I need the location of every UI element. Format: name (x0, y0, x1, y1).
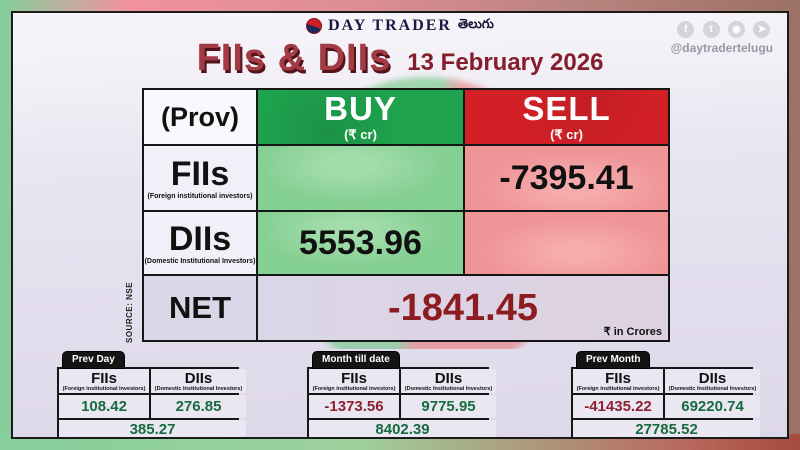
prev-month-summary: Prev Month FIIs (Foreign institutional i… (571, 349, 761, 437)
month-till-date-summary: Month till date FIIs (Foreign institutio… (307, 349, 497, 437)
unit-note: ₹ in Crores (603, 326, 662, 338)
title-row: FIIs & DIIs 13 February 2026 (13, 37, 787, 80)
prev-day-dii-value: 276.85 (151, 395, 247, 418)
fii-buy-cell (258, 146, 463, 210)
dii-row-label-cell: DIIs (Domestic Institutional Investors) (144, 212, 256, 274)
brand-logo: DAY TRADER తెలుగు (13, 16, 787, 35)
net-row-label-cell: NET (144, 276, 256, 340)
mtd-fii-header: FIIs (Foreign institutional investors) (309, 369, 400, 393)
dii-column-label: DIIs (184, 369, 213, 387)
prev-month-tab: Prev Month (576, 351, 651, 369)
month-till-date-table: FIIs (Foreign institutional investors) D… (307, 367, 497, 437)
dii-label: DIIs (168, 219, 232, 258)
dii-sell-cell (465, 212, 668, 274)
prev-month-dii-value: 69220.74 (665, 395, 761, 418)
prev-month-table: FIIs (Foreign institutional investors) D… (571, 367, 761, 437)
brand-name: DAY TRADER (328, 16, 452, 34)
prev-day-summary: Prev Day FIIs (Foreign institutional inv… (57, 349, 247, 437)
twitter-icon[interactable]: t (702, 21, 720, 38)
social-icon-row: f t ◉ ➤ (671, 19, 773, 38)
social-links: f t ◉ ➤ @daytradertelugu (671, 19, 773, 55)
fii-sell-value: -7395.41 (499, 158, 634, 197)
dii-sublabel: (Domestic Institutional Investors) (144, 257, 256, 265)
prev-day-table: FIIs (Foreign institutional investors) D… (57, 367, 247, 437)
sell-header-cell: SELL (₹ cr) (465, 90, 668, 144)
sell-unit-sub: (₹ cr) (550, 126, 583, 142)
prev-month-dii-header: DIIs (Domestic Institutional Investors) (665, 369, 761, 393)
fii-row-label-cell: FIIs (Foreign institutional investors) (144, 146, 256, 210)
mtd-dii-value: 9775.95 (401, 395, 497, 418)
buy-unit-sub: (₹ cr) (344, 126, 377, 142)
prev-day-tab: Prev Day (62, 351, 125, 369)
fii-column-label: FIIs (605, 369, 631, 387)
infographic-card: DAY TRADER తెలుగు f t ◉ ➤ @daytradertelu… (11, 11, 789, 439)
telegram-icon[interactable]: ➤ (753, 21, 771, 38)
net-value: -1841.45 (387, 286, 538, 329)
facebook-icon[interactable]: f (677, 21, 695, 38)
instagram-icon[interactable]: ◉ (728, 21, 746, 38)
prev-day-fii-value: 108.42 (59, 395, 150, 418)
prev-day-dii-header: DIIs (Domestic Institutional Investors) (151, 369, 247, 393)
fii-column-label: FIIs (341, 369, 367, 387)
fii-label: FIIs (170, 154, 230, 193)
fii-column-sublabel: (Foreign institutional investors) (576, 385, 660, 392)
dii-column-label: DIIs (434, 369, 463, 387)
month-till-date-tab: Month till date (312, 351, 400, 369)
fii-sell-cell: -7395.41 (465, 146, 668, 210)
buy-header-cell: BUY (₹ cr) (258, 90, 463, 144)
dii-column-sublabel: (Domestic Institutional Investors) (154, 385, 243, 392)
page-title: FIIs & DIIs (196, 37, 392, 79)
fii-column-label: FIIs (91, 369, 117, 387)
fii-column-sublabel: (Foreign institutional investors) (312, 385, 396, 392)
daytrader-logo-icon (306, 17, 323, 34)
prev-day-total: 385.27 (59, 420, 247, 437)
dii-buy-cell: 5553.96 (258, 212, 463, 274)
report-date: 13 February 2026 (407, 49, 604, 76)
dii-column-sublabel: (Domestic Institutional Investors) (668, 385, 757, 392)
mtd-total: 8402.39 (309, 420, 497, 437)
sell-header-label: SELL (522, 89, 611, 127)
dii-column-sublabel: (Domestic Institutional Investors) (404, 385, 493, 392)
prev-month-fii-value: -41435.22 (573, 395, 664, 418)
net-value-cell: -1841.45 ₹ in Crores (258, 276, 668, 340)
prov-header-cell: (Prov) (144, 90, 256, 144)
source-note: SOURCE: NSE (125, 281, 134, 343)
fii-sublabel: (Foreign institutional investors) (147, 192, 253, 200)
buy-header-label: BUY (324, 89, 397, 127)
mtd-dii-header: DIIs (Domestic Institutional Investors) (401, 369, 497, 393)
prev-month-fii-header: FIIs (Foreign institutional investors) (573, 369, 664, 393)
brand-suffix-telugu: తెలుగు (457, 16, 494, 31)
dii-buy-value: 5553.96 (299, 223, 422, 262)
social-handle: @daytradertelugu (670, 41, 773, 55)
dii-column-label: DIIs (698, 369, 727, 387)
mtd-fii-value: -1373.56 (309, 395, 400, 418)
fii-dii-table: (Prov) BUY (₹ cr) SELL (₹ cr) FIIs (Fore… (142, 88, 670, 342)
fii-column-sublabel: (Foreign institutional investors) (62, 385, 146, 392)
prev-month-total: 27785.52 (573, 420, 761, 437)
prev-day-fii-header: FIIs (Foreign institutional investors) (59, 369, 150, 393)
